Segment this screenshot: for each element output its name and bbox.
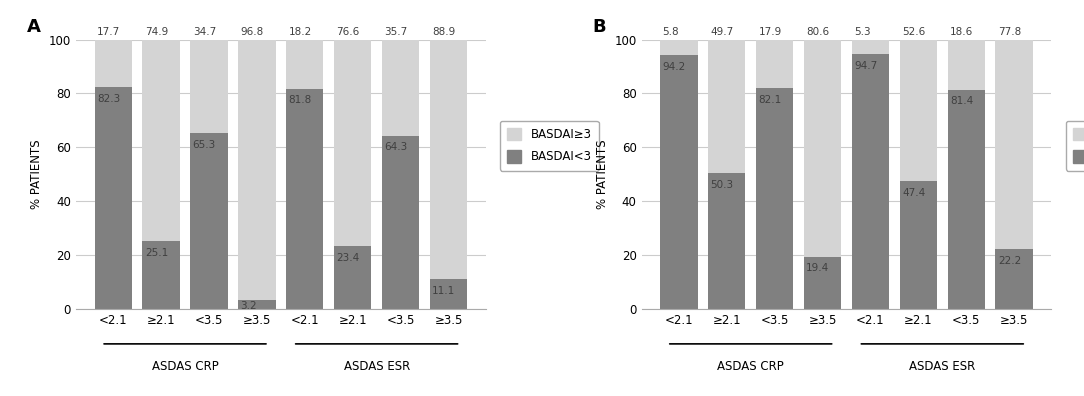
- Bar: [660, 40, 698, 55]
- Bar: [382, 136, 420, 309]
- Bar: [708, 40, 746, 173]
- Text: 64.3: 64.3: [385, 143, 408, 152]
- Text: 82.1: 82.1: [759, 95, 782, 105]
- Bar: [756, 88, 793, 309]
- Bar: [947, 89, 985, 309]
- Text: 94.7: 94.7: [854, 61, 877, 70]
- Text: 19.4: 19.4: [806, 263, 829, 273]
- Text: ASDAS ESR: ASDAS ESR: [909, 360, 976, 373]
- Text: 88.9: 88.9: [433, 27, 455, 37]
- Bar: [995, 40, 1033, 249]
- Bar: [238, 300, 275, 309]
- Text: 22.2: 22.2: [998, 256, 1021, 266]
- Bar: [804, 40, 841, 257]
- Text: 82.3: 82.3: [96, 94, 120, 104]
- Text: ASDAS CRP: ASDAS CRP: [718, 360, 784, 373]
- Bar: [142, 40, 180, 241]
- Text: 74.9: 74.9: [145, 27, 168, 37]
- Text: 50.3: 50.3: [710, 180, 734, 190]
- Bar: [995, 249, 1033, 309]
- Text: 5.3: 5.3: [854, 27, 870, 37]
- Bar: [852, 54, 889, 309]
- Bar: [94, 87, 132, 309]
- Text: 34.7: 34.7: [193, 27, 216, 37]
- Bar: [286, 40, 323, 89]
- Text: 5.8: 5.8: [662, 27, 680, 37]
- Bar: [334, 246, 372, 309]
- Text: ASDAS CRP: ASDAS CRP: [152, 360, 218, 373]
- Text: ASDAS ESR: ASDAS ESR: [344, 360, 410, 373]
- Bar: [804, 257, 841, 309]
- Legend: BASDAI≥4, BASDAI<4: BASDAI≥4, BASDAI<4: [1066, 121, 1084, 171]
- Bar: [286, 89, 323, 309]
- Text: B: B: [592, 18, 606, 36]
- Bar: [852, 40, 889, 54]
- Bar: [660, 55, 698, 309]
- Text: 47.4: 47.4: [902, 188, 926, 198]
- Bar: [900, 40, 937, 181]
- Text: 94.2: 94.2: [662, 62, 686, 72]
- Bar: [334, 40, 372, 246]
- Bar: [708, 173, 746, 309]
- Bar: [238, 40, 275, 300]
- Text: 52.6: 52.6: [902, 27, 926, 37]
- Text: 65.3: 65.3: [193, 140, 216, 150]
- Text: 18.2: 18.2: [288, 27, 312, 37]
- Text: 81.4: 81.4: [950, 96, 973, 107]
- Bar: [191, 133, 228, 309]
- Bar: [429, 279, 467, 309]
- Text: 11.1: 11.1: [433, 286, 455, 296]
- Text: 23.4: 23.4: [336, 253, 360, 263]
- Text: 3.2: 3.2: [241, 301, 257, 311]
- Text: 80.6: 80.6: [806, 27, 829, 37]
- Text: 17.7: 17.7: [96, 27, 120, 37]
- Bar: [382, 40, 420, 136]
- Text: A: A: [27, 18, 40, 36]
- Text: 96.8: 96.8: [241, 27, 263, 37]
- Text: 76.6: 76.6: [336, 27, 360, 37]
- Text: 25.1: 25.1: [145, 248, 168, 258]
- Bar: [191, 40, 228, 133]
- Text: 18.6: 18.6: [950, 27, 973, 37]
- Text: 17.9: 17.9: [759, 27, 782, 37]
- Text: 49.7: 49.7: [710, 27, 734, 37]
- Y-axis label: % PATIENTS: % PATIENTS: [30, 139, 43, 209]
- Bar: [947, 40, 985, 89]
- Bar: [756, 40, 793, 88]
- Y-axis label: % PATIENTS: % PATIENTS: [596, 139, 609, 209]
- Bar: [142, 241, 180, 309]
- Text: 35.7: 35.7: [385, 27, 408, 37]
- Bar: [429, 40, 467, 279]
- Bar: [94, 40, 132, 87]
- Text: 77.8: 77.8: [998, 27, 1021, 37]
- Legend: BASDAI≥3, BASDAI<3: BASDAI≥3, BASDAI<3: [500, 121, 598, 171]
- Text: 81.8: 81.8: [288, 95, 312, 105]
- Bar: [900, 181, 937, 309]
